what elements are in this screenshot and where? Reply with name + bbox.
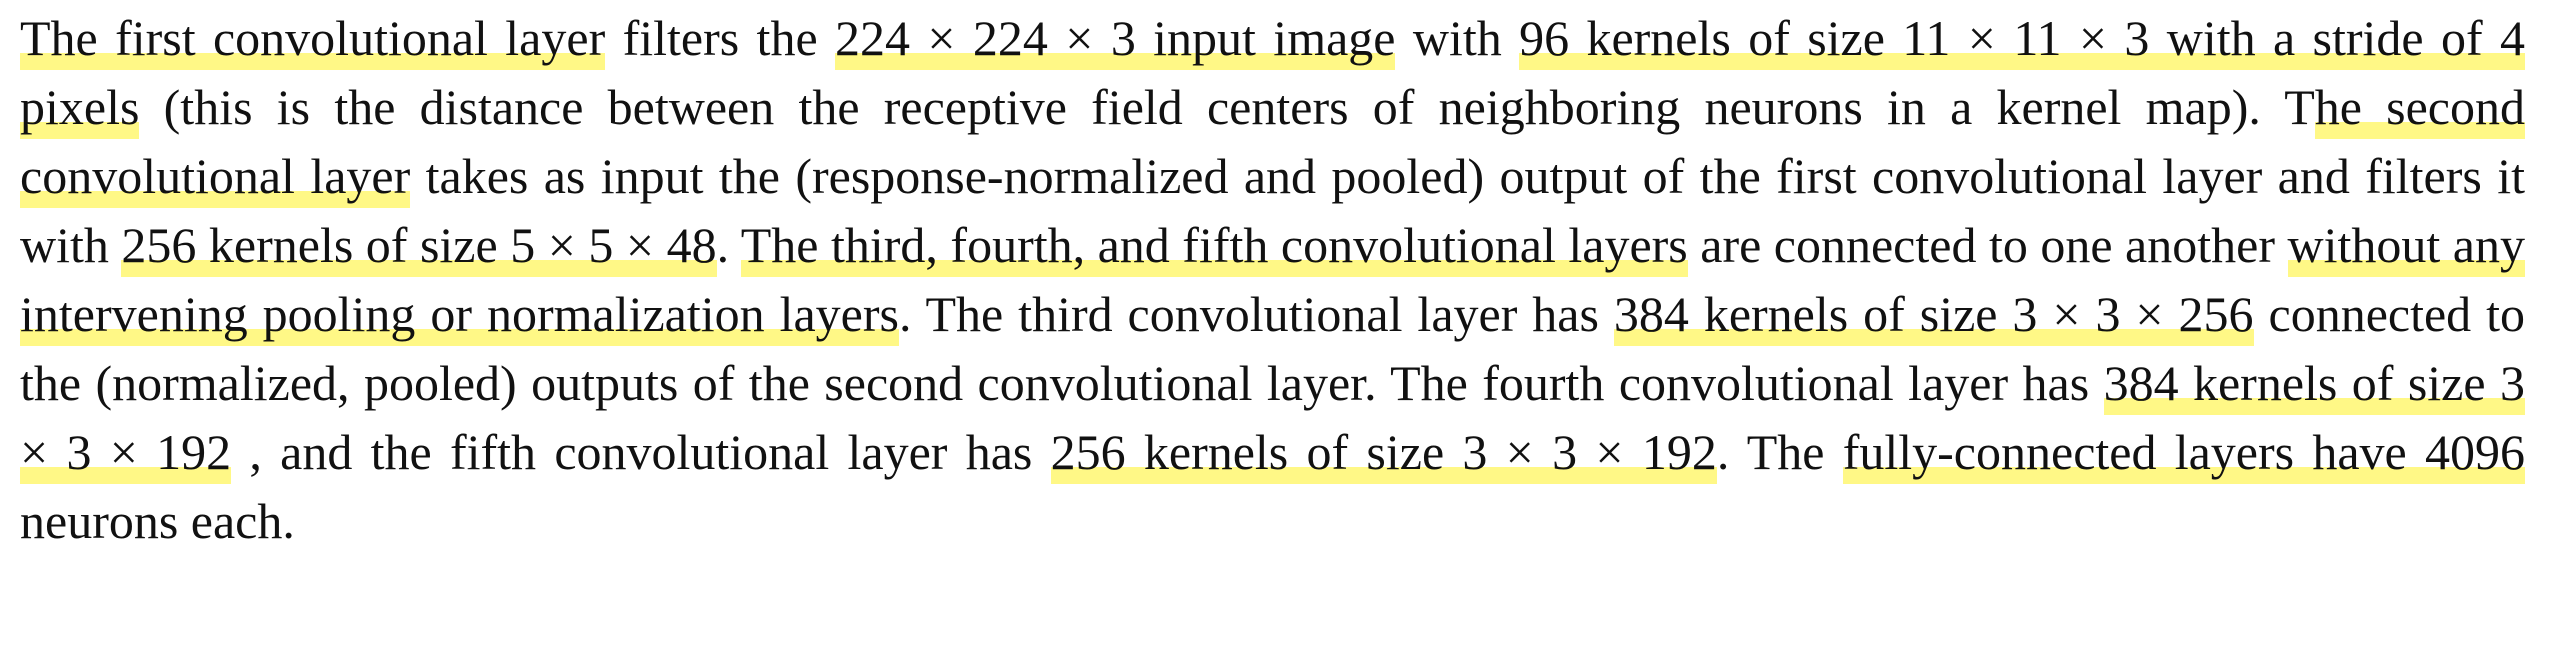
highlighted-phrase: 224 × 224 × 3 input image [835,10,1396,72]
text-run: . The third convolutional layer has [898,286,1614,342]
text-run: filters the [605,10,835,66]
text-run: (this is the distance between the recept… [139,79,2315,135]
text-run: . The [1716,424,1843,480]
body-paragraph: The first convolutional layer filters th… [20,4,2526,556]
highlighted-phrase: The third, fourth, and fifth convolution… [740,217,1688,279]
highlighted-phrase: The first convolutional layer [20,10,606,72]
highlighted-phrase: 256 kernels of size 5 × 5 × 48 [121,217,717,279]
text-run: takes as input the (response-normalized … [20,148,2525,273]
highlighted-phrase: 256 kernels of size 3 × 3 × 192 [1050,424,1717,486]
text-run: . [716,217,741,273]
highlighted-phrase: 384 kernels of size 3 × 3 × 256 [1613,286,2254,348]
text-run: with [1395,10,1520,66]
text-run: connected to the (normalized, pooled) ou… [20,286,2525,411]
highlighted-phrase: fully-connected layers have 4096 [1842,424,2526,486]
text-run: are connected to one another [1687,217,2288,273]
text-run: , and the fifth convolutional layer has [231,424,1051,480]
text-run: neurons each. [20,493,295,549]
